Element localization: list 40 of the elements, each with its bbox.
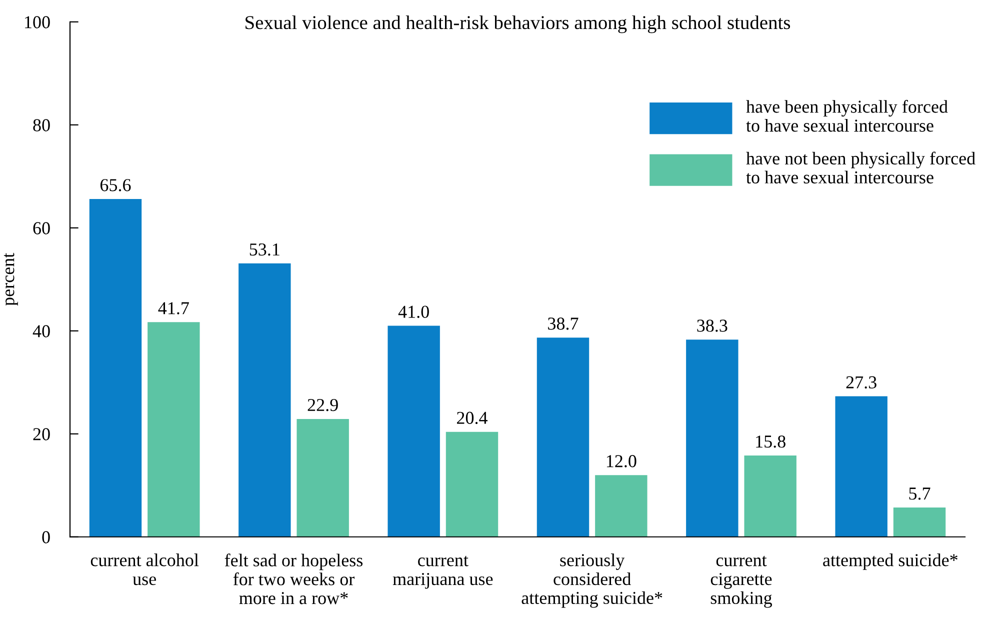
data-label: 27.3 [846, 376, 876, 389]
y-axis-title: percent [4, 252, 18, 306]
x-tick-label: current marijuana use [392, 556, 493, 589]
bar [89, 199, 142, 537]
x-tick-label: current alcohol use [90, 554, 199, 586]
bar [238, 263, 291, 537]
x-tick-label: felt sad or hopeless for two weeks or more in a row* [224, 554, 363, 604]
data-label: 38.3 [697, 320, 728, 332]
y-tick-label: 40 [32, 325, 50, 338]
data-label: 65.6 [100, 179, 131, 192]
y-tick-label: 60 [33, 222, 50, 234]
bar [893, 508, 946, 537]
bar [744, 456, 796, 537]
bar [686, 340, 738, 537]
x-tick-label: current cigarette smoking [710, 556, 772, 608]
y-tick-label: 0 [42, 531, 50, 544]
bar [595, 475, 648, 537]
data-label: 41.7 [158, 302, 189, 314]
bar [388, 326, 440, 537]
data-label: 53.1 [250, 243, 280, 256]
bar [148, 322, 200, 537]
bar [296, 418, 349, 537]
data-label: 15.8 [756, 435, 786, 448]
bar [536, 338, 590, 537]
data-label: 22.9 [308, 398, 338, 412]
y-tick-label: 80 [33, 119, 50, 132]
x-tick-label: seriously considered attempting suicide* [522, 554, 662, 608]
data-label: 20.4 [457, 412, 488, 424]
y-tick-label: 20 [33, 428, 50, 440]
chart-title: Sexual violence and health-risk behaviors among high school students [246, 16, 790, 34]
bar [446, 432, 498, 537]
bar [835, 396, 888, 537]
data-label: 41.0 [398, 306, 429, 318]
x-tick-label: attempted suicide* [823, 554, 958, 570]
data-label: 38.7 [548, 318, 578, 330]
data-label: 12.0 [606, 455, 636, 468]
legend-label: have been physically forced to have sexual intercourse [746, 100, 948, 132]
data-label: 5.7 [909, 488, 930, 500]
legend-label: have not been physically forced to have sexual intercourse [746, 152, 976, 184]
y-tick-label: 100 [25, 16, 50, 28]
